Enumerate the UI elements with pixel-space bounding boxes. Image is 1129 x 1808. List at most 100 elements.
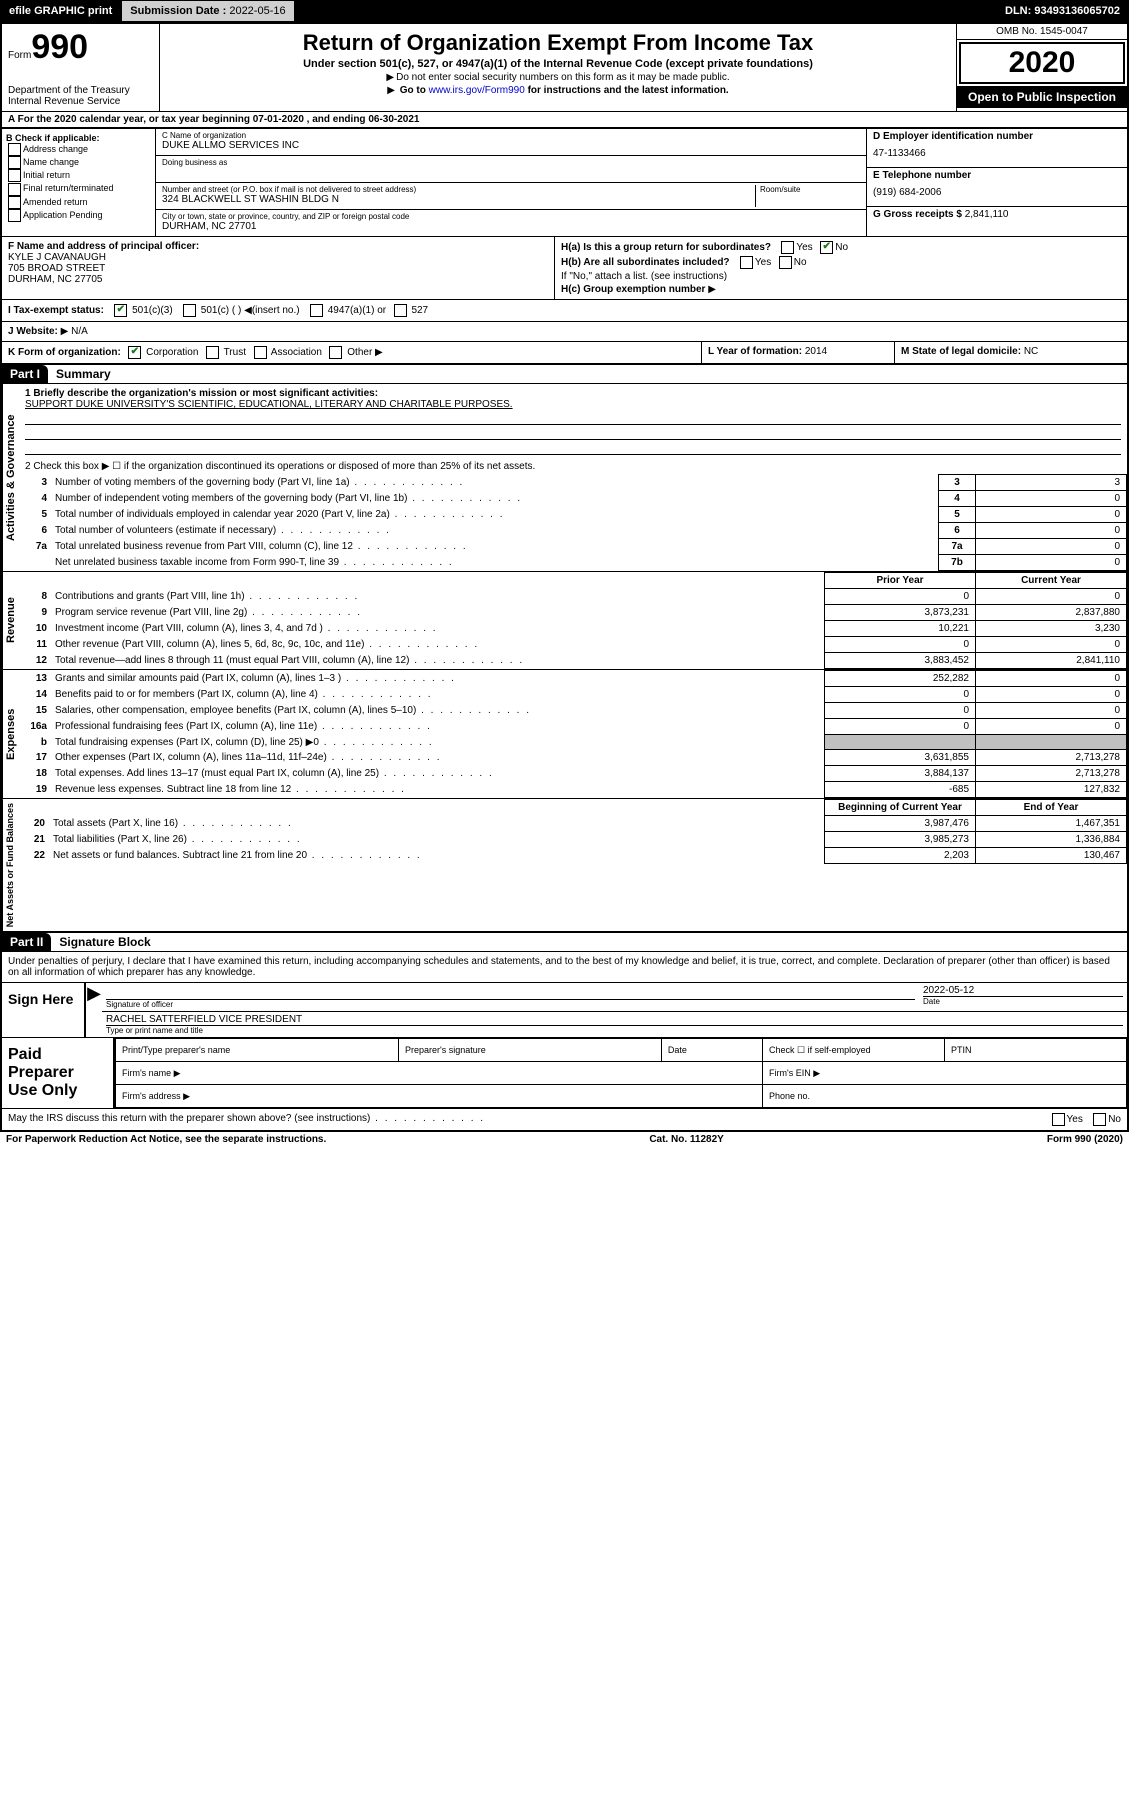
- footer-mid: Cat. No. 11282Y: [649, 1134, 723, 1145]
- footer-right: Form 990 (2020): [1047, 1134, 1123, 1145]
- tax-year: 2020: [959, 42, 1125, 84]
- section-expenses: Expenses 13Grants and similar amounts pa…: [2, 670, 1127, 799]
- h-a-yes[interactable]: [781, 241, 794, 254]
- sign-here-label: Sign Here: [2, 983, 86, 1037]
- part-2-title: Signature Block: [51, 933, 158, 951]
- table-row: 11Other revenue (Part VIII, column (A), …: [19, 637, 1127, 653]
- prep-sig-label: Preparer's signature: [399, 1039, 662, 1062]
- officer-name: KYLE J CAVANAUGH: [8, 252, 106, 263]
- box-k-form-org: K Form of organization: Corporation Trus…: [2, 342, 701, 363]
- check-association[interactable]: [254, 346, 267, 359]
- sign-arrow-icon: ▶: [86, 983, 102, 1037]
- part-2-bar: Part II: [2, 933, 51, 951]
- form-number: Form990: [8, 28, 153, 67]
- goto-line: Go to www.irs.gov/Form990 for instructio…: [166, 85, 950, 96]
- form-subtitle: Under section 501(c), 527, or 4947(a)(1)…: [166, 58, 950, 70]
- check-4947[interactable]: [310, 304, 323, 317]
- room-label: Room/suite: [760, 185, 860, 194]
- firm-ein-label: Firm's EIN ▶: [762, 1062, 1126, 1085]
- table-row: 8Contributions and grants (Part VIII, li…: [19, 589, 1127, 605]
- check-initial-return[interactable]: Initial return: [6, 169, 151, 182]
- h-b-note: If "No," attach a list. (see instruction…: [561, 271, 1121, 282]
- sig-officer-label: Signature of officer: [106, 999, 915, 1009]
- table-row: 12Total revenue—add lines 8 through 11 (…: [19, 653, 1127, 669]
- check-self-employed[interactable]: Check ☐ if self-employed: [762, 1039, 944, 1062]
- page-footer: For Paperwork Reduction Act Notice, see …: [0, 1132, 1129, 1147]
- h-a-no[interactable]: [820, 241, 833, 254]
- table-row: 6Total number of volunteers (estimate if…: [19, 523, 1127, 539]
- check-trust[interactable]: [206, 346, 219, 359]
- dln-value: 93493136065702: [1034, 5, 1120, 17]
- side-label-expenses: Expenses: [2, 670, 19, 798]
- discuss-text: May the IRS discuss this return with the…: [8, 1113, 1050, 1126]
- department-label: Department of the Treasury Internal Reve…: [8, 85, 153, 107]
- box-h: H(a) Is this a group return for subordin…: [555, 237, 1127, 299]
- check-501c[interactable]: [183, 304, 196, 317]
- table-revenue: Prior YearCurrent Year8Contributions and…: [19, 572, 1127, 669]
- check-501c3[interactable]: [114, 304, 127, 317]
- typed-name-label: Type or print name and title: [106, 1025, 1123, 1035]
- check-address-change[interactable]: Address change: [6, 143, 151, 156]
- discuss-row: May the IRS discuss this return with the…: [2, 1108, 1127, 1130]
- paid-preparer-block: Paid Preparer Use Only Print/Type prepar…: [2, 1037, 1127, 1108]
- row-a-tax-year: A For the 2020 calendar year, or tax yea…: [0, 111, 1129, 129]
- box-d: D Employer identification number 47-1133…: [866, 129, 1127, 236]
- h-b-yes[interactable]: [740, 256, 753, 269]
- prep-date-label: Date: [661, 1039, 762, 1062]
- section-bcd: B Check if applicable: Address change Na…: [0, 129, 1129, 237]
- table-net-assets: Beginning of Current YearEnd of Year20To…: [17, 799, 1127, 864]
- year-formation: 2014: [805, 346, 827, 357]
- dba-label: Doing business as: [162, 158, 860, 167]
- h-c-row: H(c) Group exemption number ▶: [561, 284, 1121, 295]
- check-527[interactable]: [394, 304, 407, 317]
- box-b-label: B Check if applicable:: [6, 133, 151, 143]
- check-application-pending[interactable]: Application Pending: [6, 209, 151, 222]
- table-row: 10Investment income (Part VIII, column (…: [19, 621, 1127, 637]
- table-row: 5Total number of individuals employed in…: [19, 507, 1127, 523]
- part-1-title: Summary: [48, 365, 119, 383]
- form990-link[interactable]: www.irs.gov/Form990: [429, 85, 525, 96]
- line-1-mission: 1 Briefly describe the organization's mi…: [19, 384, 1127, 459]
- table-row: 19Revenue less expenses. Subtract line 1…: [19, 782, 1127, 798]
- h-b-no[interactable]: [779, 256, 792, 269]
- side-label-revenue: Revenue: [2, 572, 19, 669]
- firm-phone-label: Phone no.: [762, 1085, 1126, 1108]
- efile-label[interactable]: efile GRAPHIC print: [0, 0, 121, 22]
- h-a-row: H(a) Is this a group return for subordin…: [561, 241, 1121, 254]
- discuss-no[interactable]: [1093, 1113, 1106, 1126]
- table-row: Net unrelated business taxable income fr…: [19, 555, 1127, 571]
- topbar-spacer: [295, 0, 996, 22]
- part-1-bar: Part I: [2, 365, 48, 383]
- row-i-tax-status: I Tax-exempt status: 501(c)(3) 501(c) ( …: [0, 300, 1129, 322]
- gross-receipts-value: 2,841,110: [965, 209, 1009, 220]
- typed-name-value: RACHEL SATTERFIELD VICE PRESIDENT: [106, 1014, 1123, 1025]
- firm-addr-label: Firm's address ▶: [115, 1085, 762, 1108]
- h-b-row: H(b) Are all subordinates included? Yes …: [561, 256, 1121, 269]
- check-name-change[interactable]: Name change: [6, 156, 151, 169]
- sig-date-label: Date: [923, 996, 1123, 1006]
- line-2: 2 Check this box ▶ ☐ if the organization…: [19, 459, 1127, 474]
- table-row: 14Benefits paid to or for members (Part …: [19, 687, 1127, 703]
- check-other[interactable]: [329, 346, 342, 359]
- form-title: Return of Organization Exempt From Incom…: [166, 30, 950, 56]
- check-amended-return[interactable]: Amended return: [6, 196, 151, 209]
- open-public-badge: Open to Public Inspection: [957, 86, 1127, 108]
- officer-street: 705 BROAD STREET: [8, 263, 105, 274]
- ssn-warning: Do not enter social security numbers on …: [166, 72, 950, 83]
- footer-left: For Paperwork Reduction Act Notice, see …: [6, 1134, 326, 1145]
- submission-date-label: Submission Date :: [130, 5, 226, 17]
- website-value: N/A: [71, 326, 88, 337]
- officer-city: DURHAM, NC 27705: [8, 274, 102, 285]
- top-bar: efile GRAPHIC print Submission Date : 20…: [0, 0, 1129, 22]
- check-corporation[interactable]: [128, 346, 141, 359]
- discuss-yes[interactable]: [1052, 1113, 1065, 1126]
- row-j-website: J Website: ▶ N/A: [0, 322, 1129, 342]
- table-governance: 3Number of voting members of the governi…: [19, 474, 1127, 571]
- check-final-return[interactable]: Final return/terminated: [6, 182, 151, 195]
- table-row: 9Program service revenue (Part VIII, lin…: [19, 605, 1127, 621]
- omb-number: OMB No. 1545-0047: [957, 24, 1127, 40]
- phone-label: E Telephone number: [873, 170, 1121, 181]
- box-c: C Name of organization DUKE ALLMO SERVIC…: [156, 129, 866, 236]
- city-label: City or town, state or province, country…: [162, 212, 860, 221]
- part-2-signature: Part II Signature Block Under penalties …: [0, 933, 1129, 1132]
